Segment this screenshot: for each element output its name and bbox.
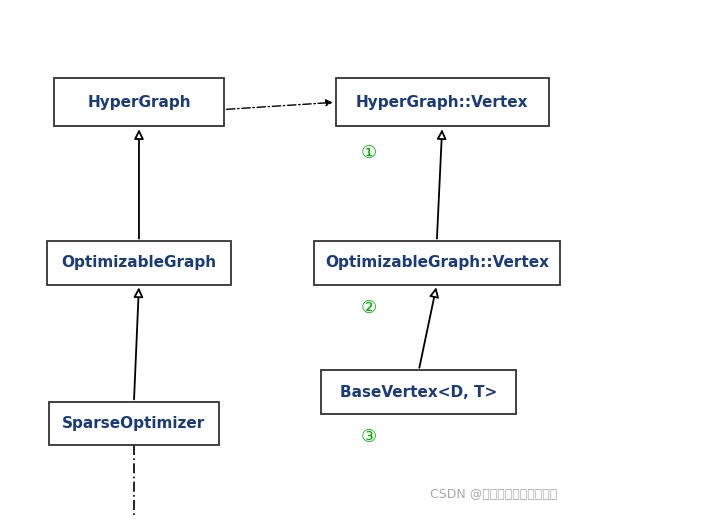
Text: CSDN @江南才尽，年少无知！: CSDN @江南才尽，年少无知！	[430, 487, 557, 501]
Text: OptimizableGraph: OptimizableGraph	[61, 256, 217, 270]
FancyBboxPatch shape	[54, 78, 224, 126]
Text: ②: ②	[360, 299, 376, 317]
Text: HyperGraph: HyperGraph	[87, 95, 191, 110]
FancyBboxPatch shape	[47, 241, 231, 285]
Text: BaseVertex<D, T>: BaseVertex<D, T>	[340, 385, 497, 399]
Text: SparseOptimizer: SparseOptimizer	[62, 416, 206, 431]
Text: OptimizableGraph::Vertex: OptimizableGraph::Vertex	[325, 256, 549, 270]
Text: HyperGraph::Vertex: HyperGraph::Vertex	[356, 95, 529, 110]
Text: ①: ①	[360, 144, 376, 162]
FancyBboxPatch shape	[321, 370, 516, 414]
FancyBboxPatch shape	[49, 402, 219, 445]
FancyBboxPatch shape	[336, 78, 549, 126]
Text: ③: ③	[360, 428, 376, 446]
FancyBboxPatch shape	[314, 241, 560, 285]
